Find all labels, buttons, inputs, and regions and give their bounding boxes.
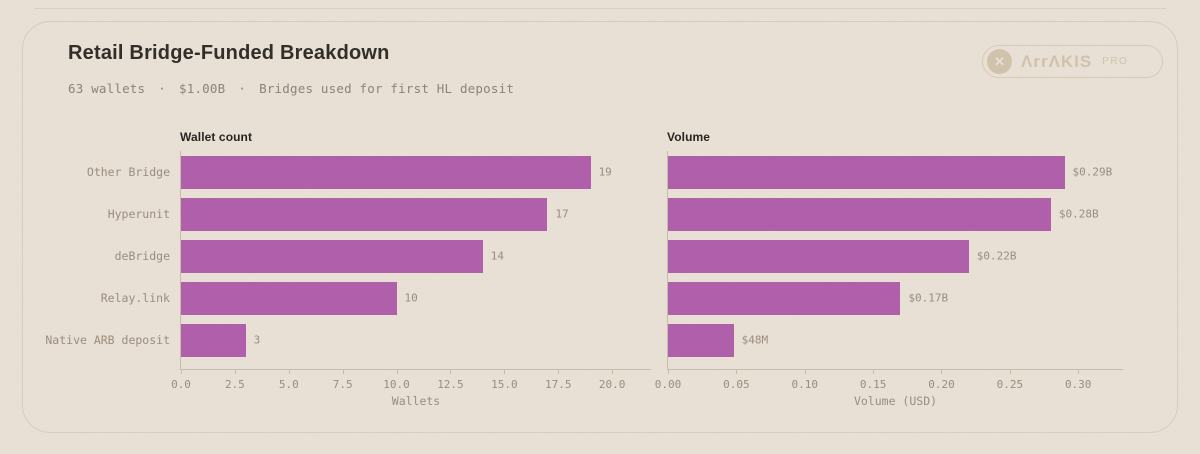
x-axis-tick — [736, 370, 738, 374]
volume-chart: Volume Volume (USD) $0.29B $0.28B $0.22B $0… — [655, 130, 1123, 408]
x-axis-tick — [941, 370, 943, 374]
bar — [181, 197, 548, 231]
bar-row: $48M — [668, 319, 1123, 361]
x-axis-tick — [342, 370, 344, 374]
x-tick-label: 0.10 — [791, 378, 818, 391]
page-subtitle: 63 wallets · $1.00B · Bridges used for f… — [68, 81, 514, 96]
bar-value-label: $0.29B — [1072, 165, 1113, 179]
x-axis-tick — [450, 370, 452, 374]
chart-title: Wallet count — [180, 130, 253, 144]
category-axis: Other Bridge Hyperunit deBridge Relay.link N… — [45, 151, 180, 370]
bar — [181, 239, 483, 273]
bar-row: $0.29B — [668, 151, 1123, 193]
chart-title: Volume — [667, 130, 711, 144]
bar — [181, 323, 246, 357]
bar-row: 10 — [181, 277, 651, 319]
x-axis-tick — [181, 370, 182, 374]
x-tick-label: 17.5 — [544, 378, 572, 391]
bar — [668, 281, 901, 315]
bar — [181, 155, 591, 189]
dot-separator: · — [238, 81, 247, 96]
bar-value-label: 19 — [598, 165, 612, 179]
bar-value-label: $0.17B — [908, 291, 949, 305]
total-volume-stat: $1.00B — [179, 81, 226, 96]
x-axis-tick — [504, 370, 506, 374]
bar — [668, 239, 969, 273]
wallet-count-stat: 63 wallets — [68, 81, 146, 96]
x-axis-tick — [1078, 370, 1080, 374]
x-tick-label: 0.00 — [654, 378, 682, 391]
x-axis-tick — [612, 370, 614, 374]
top-divider-rule — [34, 8, 1166, 9]
x-axis-label: Volume (USD) — [853, 394, 938, 408]
x-axis-tick — [804, 370, 806, 374]
x-axis-tick — [396, 370, 398, 374]
x-tick-label: 2.5 — [224, 378, 245, 391]
page-title: Retail Bridge-Funded Breakdown — [68, 42, 390, 64]
bar-value-label: $48M — [741, 333, 769, 347]
bar-row: $0.22B — [668, 235, 1123, 277]
x-axis-tick — [234, 370, 236, 374]
subtitle-description: Bridges used for first HL deposit — [259, 81, 515, 96]
category-label: Relay.link — [100, 291, 170, 305]
bar-value-label: 10 — [404, 291, 418, 305]
bar-value-label: 17 — [555, 207, 569, 221]
x-tick-label: 5.0 — [278, 378, 299, 391]
x-circle-icon: ✕ — [987, 49, 1012, 74]
bar — [181, 281, 397, 315]
x-tick-label: 20.0 — [598, 378, 626, 391]
arrakis-wordmark: ΛrrΛKIS — [1021, 51, 1093, 71]
bar-row: 3 — [181, 319, 651, 361]
arrakis-pro-badge[interactable]: ✕ ΛrrΛKIS PRO — [982, 45, 1163, 78]
x-tick-label: 0.25 — [996, 378, 1024, 391]
bar-value-label: $0.28B — [1058, 207, 1099, 221]
x-tick-label: 0.0 — [171, 378, 191, 391]
category-label: Other Bridge — [86, 165, 170, 179]
x-axis-tick — [288, 370, 290, 374]
plot-area: Volume (USD) $0.29B $0.28B $0.22B $0.17B $48… — [655, 151, 1123, 408]
bar-row: $0.17B — [668, 277, 1123, 319]
plot-area: Wallets 19 17 14 10 3 0.0 2.5 5.0 7.5 10.0 12.5 15.… — [171, 151, 651, 408]
dot-separator: · — [158, 81, 166, 96]
x-axis-label: Wallets — [391, 394, 441, 408]
bar — [668, 197, 1051, 231]
bar-row: 17 — [181, 193, 651, 235]
category-label: Native ARB deposit — [45, 333, 170, 347]
bar-row: 14 — [181, 235, 651, 277]
bar-value-label: 14 — [490, 249, 505, 263]
x-tick-label: 10.0 — [383, 378, 410, 391]
x-tick-label: 15.0 — [491, 378, 518, 391]
x-axis-tick — [873, 370, 875, 374]
x-tick-label: 0.20 — [928, 378, 955, 391]
x-tick-label: 0.30 — [1064, 378, 1092, 391]
bar — [668, 323, 734, 357]
bar-value-label: 3 — [253, 333, 261, 347]
wallet-count-chart: Wallet count Other Bridge Hyperunit deBrid… — [45, 130, 651, 408]
bar — [668, 155, 1065, 189]
x-tick-label: 0.05 — [723, 378, 750, 391]
pro-label: PRO — [1102, 56, 1129, 67]
x-axis-tick — [668, 370, 669, 374]
x-tick-label: 12.5 — [437, 378, 464, 391]
bar-row: 19 — [181, 151, 651, 193]
x-axis-tick — [1009, 370, 1011, 374]
category-label: Hyperunit — [107, 207, 170, 221]
x-tick-label: 7.5 — [332, 378, 353, 391]
category-label: deBridge — [114, 249, 170, 263]
x-tick-label: 0.15 — [859, 378, 887, 391]
x-axis-tick — [558, 370, 560, 374]
bar-value-label: $0.22B — [976, 249, 1017, 263]
bar-row: $0.28B — [668, 193, 1123, 235]
